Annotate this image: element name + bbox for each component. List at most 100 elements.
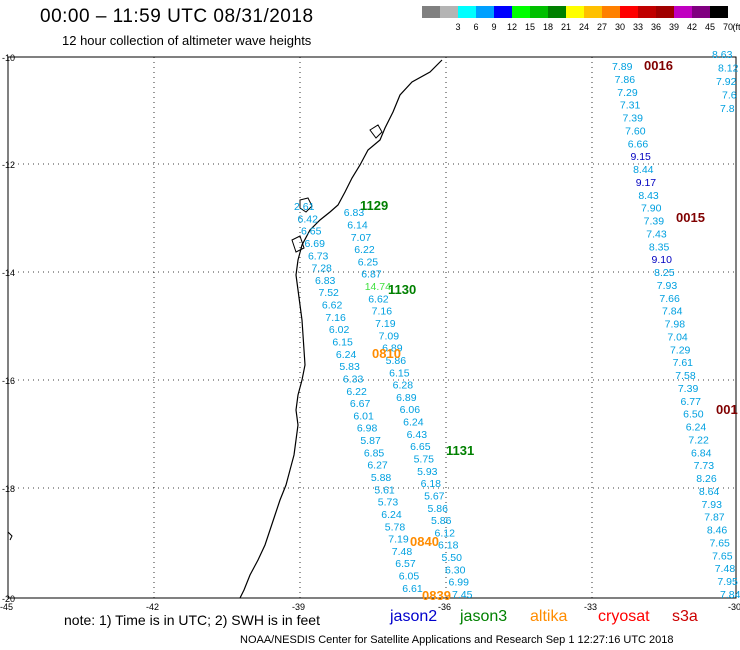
- legend-swatch: [476, 6, 494, 18]
- wave-height-value: 5.73: [378, 497, 399, 509]
- wave-height-value: 6.65: [301, 226, 322, 238]
- wave-height-value: 6.83: [315, 275, 336, 287]
- wave-height-value: 6.06: [400, 404, 421, 416]
- legend-swatch: [440, 6, 458, 18]
- legend-label: 6: [473, 22, 479, 32]
- wave-height-value: 6.18: [438, 540, 459, 552]
- wave-height-value: 6.01: [353, 410, 374, 422]
- legend-label: 24: [578, 22, 589, 32]
- wave-height-value: 7.07: [351, 232, 372, 244]
- legend-swatch: [656, 6, 674, 18]
- wave-height-value: 6.05: [399, 571, 420, 583]
- wave-height-value: 6.18: [421, 478, 442, 490]
- lon-label: -45: [0, 602, 13, 612]
- wave-height-value: 8.35: [649, 241, 670, 253]
- legend-swatch: [674, 6, 692, 18]
- wave-height-value: 7.28: [311, 263, 332, 275]
- wave-height-value: 6.99: [449, 577, 470, 589]
- legend-swatch: [620, 6, 638, 18]
- wave-height-value: 7.6: [722, 90, 737, 102]
- wave-height-value: 6.67: [350, 398, 371, 410]
- wave-height-value: 5.50: [442, 552, 463, 564]
- pass-time-label: 001: [716, 402, 738, 417]
- wave-height-value: 6.85: [364, 447, 385, 459]
- wave-height-value: 6.22: [346, 386, 367, 398]
- legend-label: 70: [722, 22, 733, 32]
- wave-height-value: 6.43: [407, 429, 428, 441]
- wave-height-value: 7.48: [715, 563, 736, 575]
- wave-height-value: 7.16: [325, 312, 346, 324]
- wave-height-value: 7.60: [625, 125, 646, 137]
- legend-label: 42: [686, 22, 697, 32]
- pass-labels: 0016 0015 001 1129 1130 1131 0810 0840 0839: [360, 58, 738, 603]
- legend-swatch: [458, 6, 476, 18]
- map-title: 00:00 – 11:59 UTC 08/31/2018: [40, 6, 314, 27]
- lat-label: -16: [2, 376, 15, 386]
- wave-height-value: 5.75: [414, 454, 435, 466]
- wave-height-value: 2.61: [294, 201, 315, 213]
- satellite-name: cryosat: [598, 608, 650, 625]
- legend-unit: (ft): [732, 22, 740, 32]
- wave-height-value: 6.33: [343, 373, 364, 385]
- wave-height-value: 5.86: [428, 503, 449, 515]
- wave-height-value: 6.22: [354, 244, 375, 256]
- legend-label: 18: [542, 22, 553, 32]
- wave-height-value: 6.12: [435, 527, 456, 539]
- wave-height-value: 6.24: [686, 422, 707, 434]
- wave-height-value: 9.17: [636, 177, 657, 189]
- wave-height-value: 7.73: [694, 460, 715, 472]
- legend-label: 30: [614, 22, 625, 32]
- wave-height-value: 6.65: [410, 441, 431, 453]
- wave-height-value: 7.84: [662, 306, 683, 318]
- wave-height-value: 8.12: [718, 63, 739, 75]
- pass-time-label: 0810: [372, 346, 401, 361]
- wave-height-value: 7.19: [388, 534, 409, 546]
- altimeter-tracks: 7.897.867.297.317.397.606.669.158.449.17…: [294, 49, 740, 601]
- wave-height-value: 7.52: [318, 287, 339, 299]
- lon-label: -30: [728, 602, 740, 612]
- legend-swatch: [638, 6, 656, 18]
- lat-label: -14: [2, 268, 15, 278]
- legend-label: 15: [524, 22, 535, 32]
- wave-height-value: 8.64: [699, 486, 720, 498]
- legend-label: 9: [491, 22, 497, 32]
- wave-height-value: 6.83: [344, 207, 365, 219]
- wave-height-value: 7.16: [372, 306, 393, 318]
- wave-height-value: 6.66: [628, 138, 649, 150]
- lat-label: -18: [2, 484, 15, 494]
- wave-height-value: 6.15: [389, 367, 410, 379]
- wave-height-value: 5.86: [386, 355, 407, 367]
- lat-label: -12: [2, 160, 15, 170]
- legend-swatch: [494, 6, 512, 18]
- wave-height-value: 7.65: [709, 537, 730, 549]
- wave-height-value: 5.83: [339, 361, 360, 373]
- pass-time-label: 1130: [388, 282, 416, 297]
- wave-height-value: 6.89: [396, 392, 417, 404]
- wave-height-value: 8.25: [654, 267, 675, 279]
- wave-height-value: 6.02: [329, 324, 350, 336]
- wave-height-value: 7.95: [717, 576, 738, 588]
- wave-height-value: 7.93: [702, 499, 723, 511]
- wave-height-value: 5.86: [431, 515, 452, 527]
- wave-height-value: 6.84: [691, 447, 712, 459]
- pass-time-label: 0840: [410, 534, 439, 549]
- wave-height-value: 6.15: [332, 336, 353, 348]
- wave-height-value: 7.66: [659, 293, 680, 305]
- wave-height-value: 7.29: [617, 87, 638, 99]
- wave-height-value: 6.24: [381, 509, 402, 521]
- map-grid: [7, 56, 737, 599]
- wave-height-value: 6.87: [361, 269, 382, 281]
- wave-height-value: 7.58: [675, 370, 696, 382]
- wave-height-value: 6.62: [322, 300, 343, 312]
- lon-label: -42: [146, 602, 159, 612]
- coastline-path: [239, 59, 443, 599]
- wave-height-value: 6.69: [304, 238, 325, 250]
- legend-label: 45: [704, 22, 715, 32]
- wave-height-value: 7.29: [670, 344, 691, 356]
- legend-swatch: [566, 6, 584, 18]
- wave-height-value: 7.89: [612, 61, 633, 73]
- wave-height-value: 7.87: [704, 512, 725, 524]
- legend-label: 36: [650, 22, 661, 32]
